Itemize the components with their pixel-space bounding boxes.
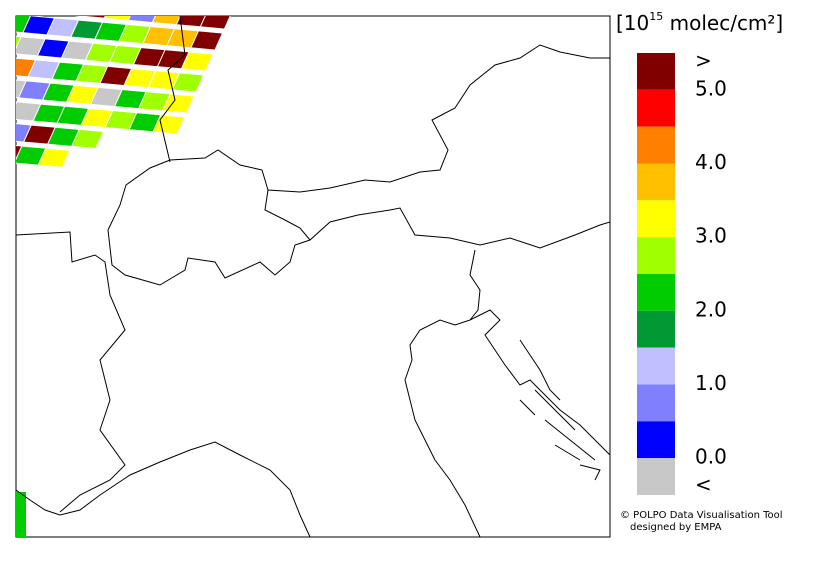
legend-label: 0.0 xyxy=(695,445,727,469)
legend-label: 3.0 xyxy=(695,224,727,248)
color-swatch xyxy=(637,310,675,348)
satellite-swath xyxy=(16,16,233,537)
color-swatch xyxy=(637,458,675,495)
legend-label: 2.0 xyxy=(695,297,727,321)
color-swatch xyxy=(637,89,675,127)
color-swatch xyxy=(637,347,675,385)
color-swatch xyxy=(637,274,675,311)
credit-line: designed by EMPA xyxy=(630,522,722,533)
legend-label: 5.0 xyxy=(695,76,727,100)
unit-exponent: 15 xyxy=(649,10,663,23)
colorbar: >5.0 4.0 3.0 2.0 1.0 0.0 < xyxy=(637,49,727,496)
color-swatch xyxy=(637,163,675,201)
legend-label: 1.0 xyxy=(695,371,727,395)
color-swatch xyxy=(637,53,675,90)
map-outlines xyxy=(16,16,610,537)
legend-label: > xyxy=(695,49,712,73)
color-swatch xyxy=(637,384,675,422)
color-swatch xyxy=(637,200,675,238)
color-swatch xyxy=(637,237,675,274)
color-swatch xyxy=(637,421,675,459)
legend-label: 4.0 xyxy=(695,150,727,174)
unit-label: [1015 molec/cm²] xyxy=(616,10,783,35)
legend-label: < xyxy=(695,472,712,496)
color-swatch xyxy=(637,126,675,164)
unit-rest: molec/cm²] xyxy=(663,11,783,35)
credit-line: © POLPO Data Visualisation Tool xyxy=(620,510,783,521)
unit-base: [10 xyxy=(616,11,649,35)
